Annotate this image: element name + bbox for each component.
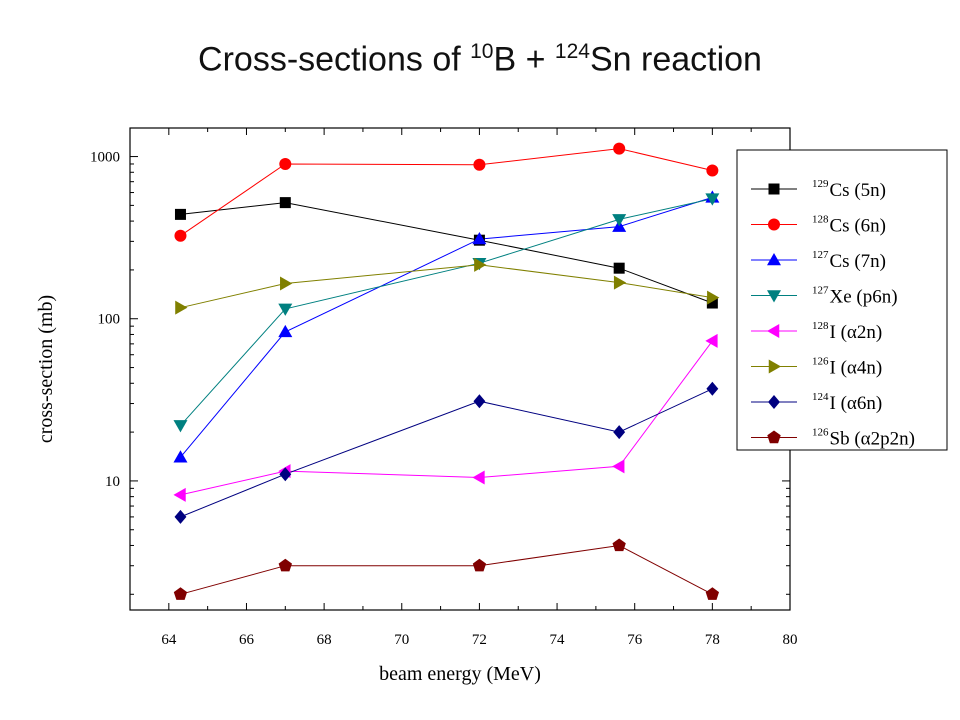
legend-series-name: I (α6n) (830, 393, 883, 414)
title-prefix: Cross-sections of (198, 40, 471, 79)
series-line (180, 196, 713, 458)
legend-mass-number: 124 (812, 391, 829, 403)
legend-swatch-marker (768, 183, 780, 195)
data-point (705, 587, 719, 600)
data-point (280, 276, 293, 291)
data-point (473, 158, 486, 171)
legend-mass-number: 128 (812, 214, 829, 226)
x-tick-label: 76 (627, 632, 643, 648)
title-mass-1: 10 (470, 40, 494, 63)
data-point (173, 487, 186, 502)
y-tick-label: 100 (98, 312, 121, 328)
data-point (705, 333, 718, 348)
series-line (180, 198, 713, 426)
x-tick-label: 78 (705, 632, 720, 648)
series-line (180, 202, 713, 304)
legend-series-name: Sb (α2p2n) (830, 429, 915, 450)
legend-entry-label: 127Cs (7n) (812, 249, 886, 272)
legend-swatch-marker (767, 290, 781, 303)
legend-swatch-marker (768, 359, 781, 374)
data-point (612, 459, 625, 474)
x-tick-label: 74 (550, 632, 566, 648)
series-line (180, 544, 713, 595)
legend-series-name: Cs (6n) (830, 216, 886, 237)
data-point (613, 425, 626, 440)
y-axis-label: cross-section (mb) (35, 295, 57, 443)
x-tick-label: 66 (239, 632, 255, 648)
data-point (612, 538, 626, 552)
x-axis-label: beam energy (MeV) (379, 663, 541, 685)
y-tick-label: 1000 (90, 150, 120, 166)
legend-mass-number: 129 (812, 178, 829, 190)
legend-entry-label: 129Cs (5n) (812, 178, 886, 201)
series-line (180, 340, 713, 496)
y-tick-label: 10 (105, 474, 120, 490)
x-tick-label: 68 (317, 632, 332, 648)
data-point (613, 262, 625, 274)
data-point (613, 142, 626, 155)
legend-mass-number: 126 (812, 356, 829, 368)
data-point (278, 303, 293, 316)
legend-mass-number: 126 (812, 427, 829, 439)
legend-series-name: Cs (5n) (830, 180, 886, 201)
data-point (174, 509, 187, 524)
legend-swatch-marker (767, 324, 780, 338)
legend-series-name: I (α4n) (830, 358, 883, 379)
data-point (173, 587, 188, 600)
data-point (278, 558, 292, 572)
data-point (173, 450, 188, 463)
data-point (705, 193, 720, 206)
data-point (279, 197, 291, 209)
legend-entry-label: 124I (α6n) (812, 391, 882, 414)
data-point (706, 381, 719, 396)
legend-swatch-marker (768, 218, 780, 231)
data-point (707, 290, 720, 305)
series-lines (180, 148, 713, 595)
data-point (706, 297, 718, 309)
legend-entry-label: 126I (α4n) (812, 356, 882, 379)
data-point (175, 300, 188, 315)
data-point (472, 470, 485, 485)
series-markers (173, 142, 720, 600)
data-point (473, 394, 486, 409)
legend-entry-label: 127Xe (p6n) (812, 285, 898, 308)
series-line (180, 388, 713, 518)
title-symbol-2: Sn reaction (589, 40, 762, 79)
legend-swatch-marker (767, 430, 781, 444)
legend-entry-label: 126Sb (α2p2n) (812, 427, 915, 450)
data-point (173, 420, 188, 433)
chart-title: Cross-sections of 10B + 124Sn reaction (0, 40, 960, 79)
legend-mass-number: 127 (812, 285, 829, 297)
title-mass-2: 124 (554, 40, 590, 63)
data-point (706, 164, 719, 177)
data-point (472, 558, 487, 572)
legend-entry-label: 128Cs (6n) (812, 214, 886, 237)
x-tick-label: 70 (394, 632, 409, 648)
legend-series-name: Xe (p6n) (830, 287, 898, 308)
x-tick-label: 80 (783, 632, 798, 648)
x-tick-label: 72 (472, 632, 487, 648)
data-point (612, 214, 627, 227)
legend-mass-number: 128 (812, 320, 829, 332)
legend-series-name: Cs (7n) (830, 251, 886, 272)
data-point (474, 257, 487, 272)
data-point (472, 232, 487, 245)
data-point (613, 275, 627, 290)
legend-mass-number: 127 (812, 249, 829, 261)
data-point (279, 467, 292, 482)
title-symbol-1: B + (493, 40, 555, 79)
legend-swatch-marker (767, 253, 781, 266)
axis-ticks: 64 66 68 70 72 74 76 78 80 10 100 1000 (90, 128, 798, 648)
data-point (279, 157, 292, 170)
legend-swatch-marker (768, 395, 780, 409)
data-point (174, 208, 186, 220)
legend: 129Cs (5n)128Cs (6n)127Cs (7n)127Xe (p6n… (736, 149, 948, 451)
legend-entry-label: 128I (α2n) (812, 320, 882, 343)
data-point (174, 229, 187, 242)
data-point (278, 324, 293, 338)
legend-series-name: I (α2n) (830, 322, 883, 343)
x-tick-label: 64 (161, 632, 177, 648)
